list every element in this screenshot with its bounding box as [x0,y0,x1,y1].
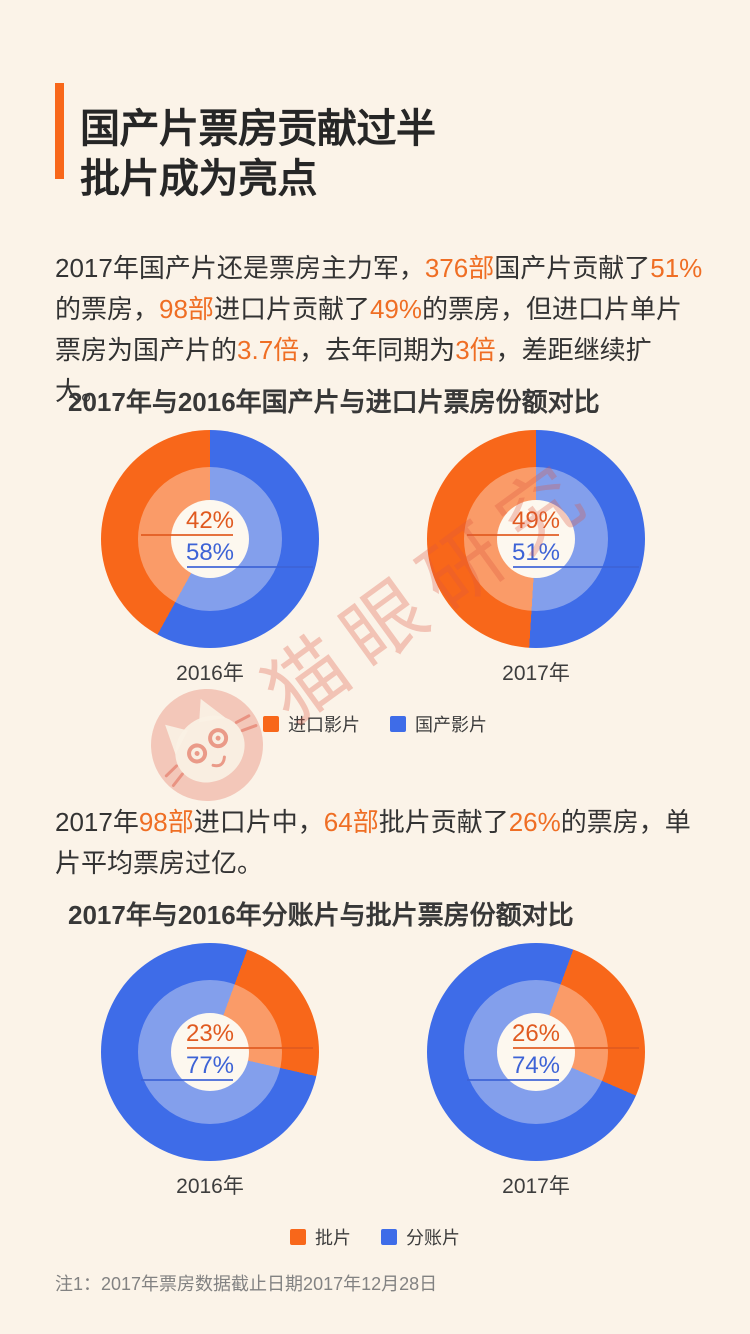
highlight-segment: 64部 [323,807,379,837]
donut-year-label: 2016年 [176,662,244,685]
legend-label: 国产影片 [415,715,487,735]
label-leader-line [141,1079,233,1081]
highlight-segment: 26% [508,807,561,837]
legend-item-domestic: 国产影片 [390,711,487,737]
donut-center-hole [496,499,576,579]
highlight-segment: 376部 [424,253,495,283]
highlight-segment: 49% [369,294,422,324]
text-segment: 批片贡献了 [378,807,509,837]
text-segment: 2017年 [55,807,139,837]
donut-year-label: 2017年 [502,1175,570,1198]
second-paragraph: 2017年98部进口片中，64部批片贡献了26%的票房，单片平均票房过亿。 [55,802,703,884]
text-segment: ，差距继续扩大。 [55,335,652,406]
donut-chart-2017-batch: 26% 74% [427,943,645,1161]
label-leader-line [513,1047,639,1049]
title-accent-bar [55,83,64,179]
chart2-title: 2017年与2016年分账片与批片票房份额对比 [68,899,574,930]
chart1-donut-2017: 49% 51% 2017年 [427,430,645,687]
slice-value-domestic: 58% [185,539,235,566]
label-leader-line [187,1047,313,1049]
highlight-segment: 3倍 [455,335,496,365]
label-leader-line [187,566,313,568]
footnote: 注1：2017年票房数据截止日期2017年12月28日 [55,1274,438,1294]
highlight-segment: 98部 [138,807,194,837]
donut-chart-2016-batch: 23% 77% [101,943,319,1161]
donut-year-label: 2016年 [176,1175,244,1198]
highlight-segment: 3.7倍 [237,335,300,365]
donut-year-label: 2017年 [502,662,570,685]
slice-value-revenue-share: 77% [185,1052,235,1079]
slice-value-batch: 23% [185,1020,235,1047]
page-title-line1: 国产片票房贡献过半 [80,106,436,151]
donut-center-hole [496,1012,576,1092]
page-title: 国产片票房贡献过半 批片成为亮点 [80,104,436,204]
text-segment: 的票房，但进口片单片票房为国产片的 [55,294,683,365]
chart2-donut-2017: 26% 74% 2017年 [427,943,645,1200]
legend-swatch-orange [290,1229,306,1245]
donut-center-hole [170,1012,250,1092]
label-leader-line [467,1079,559,1081]
slice-value-domestic: 51% [511,539,561,566]
text-segment: 的票房，单片平均票房过亿。 [55,807,691,878]
intro-paragraph: 2017年国产片还是票房主力军，376部国产片贡献了51% 的票房，98部进口片贡… [55,248,703,412]
slice-value-batch: 26% [511,1020,561,1047]
legend-item-revenue-share: 分账片 [381,1224,460,1250]
chart1-donut-2016: 42% 58% 2016年 [101,430,319,687]
page-title-line2: 批片成为亮点 [80,156,318,201]
slice-value-revenue-share: 74% [511,1052,561,1079]
chart1-legend: 进口影片 国产影片 [0,712,750,736]
text-segment: 进口片贡献了 [213,294,370,324]
highlight-segment: 98部 [159,294,214,324]
chart2-legend: 批片 分账片 [0,1225,750,1249]
donut-chart-2017-share: 49% 51% [427,430,645,648]
maoyan-cat-logo-icon [151,689,263,801]
slice-value-import: 49% [511,507,561,534]
legend-label: 批片 [315,1228,351,1248]
highlight-segment: 51% [650,253,703,283]
donut-chart-2016-share: 42% 58% [101,430,319,648]
legend-swatch-blue [390,716,406,732]
legend-item-import: 进口影片 [263,711,360,737]
legend-label: 进口影片 [288,715,360,735]
text-segment: 进口片中， [193,807,324,837]
chart2-donut-2016: 23% 77% 2016年 [101,943,319,1200]
legend-swatch-orange [263,716,279,732]
text-segment: 国产片贡献了 [494,253,651,283]
text-segment: 的票房， [55,294,160,324]
legend-item-batch: 批片 [290,1224,351,1250]
slice-value-import: 42% [185,507,235,534]
legend-label: 分账片 [406,1228,460,1248]
label-leader-line [141,534,233,536]
label-leader-line [513,566,639,568]
text-segment: ，去年同期为 [299,335,456,365]
donut-center-hole [170,499,250,579]
text-segment: 2017年国产片还是票房主力军， [55,253,425,283]
label-leader-line [467,534,559,536]
chart1-title: 2017年与2016年国产片与进口片票房份额对比 [68,386,600,417]
legend-swatch-blue [381,1229,397,1245]
